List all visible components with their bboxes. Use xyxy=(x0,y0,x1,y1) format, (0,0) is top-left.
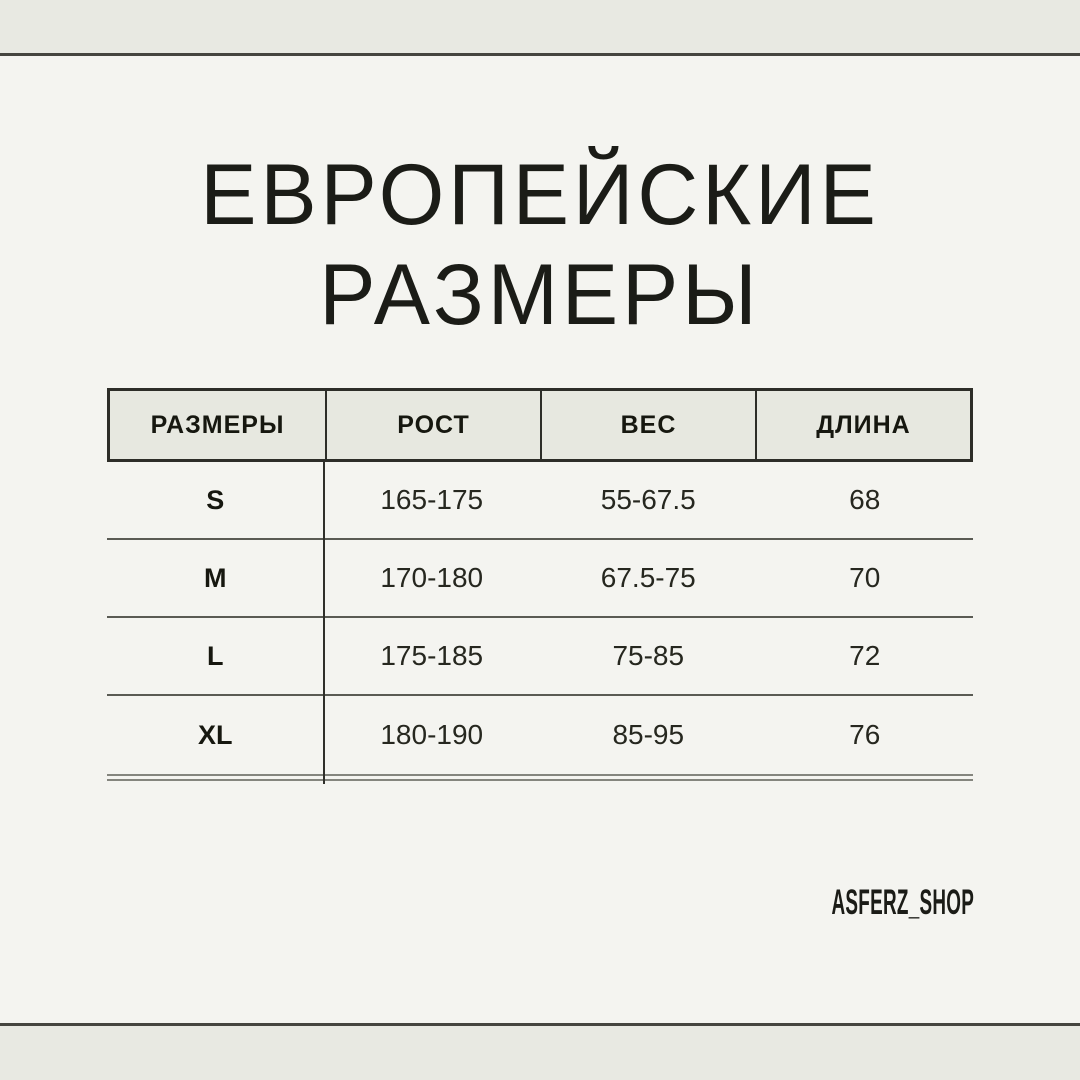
size-label: XL xyxy=(197,719,233,750)
length-value: 76 xyxy=(849,719,881,750)
height-value: 165-175 xyxy=(380,484,484,515)
size-table: РАЗМЕРЫ РОСТ ВЕС ДЛИНА S 165-175 55-67.5… xyxy=(107,388,973,784)
height-value: 175-185 xyxy=(380,640,484,671)
table-bottom-double-rule xyxy=(107,774,973,781)
top-band xyxy=(0,0,1080,56)
page-title-line-1: ЕВРОПЕЙСКИЕ xyxy=(200,147,880,243)
column-header-length: ДЛИНА xyxy=(755,391,970,459)
length-value: 70 xyxy=(849,562,881,593)
column-header-height: РОСТ xyxy=(325,391,540,459)
length-value: 72 xyxy=(849,640,881,671)
table-row: S 165-175 55-67.5 68 xyxy=(107,462,973,540)
table-row: L 175-185 75-85 72 xyxy=(107,618,973,696)
table-row: M 170-180 67.5-75 70 xyxy=(107,540,973,618)
column-header-weight: ВЕС xyxy=(540,391,755,459)
column-header-sizes: РАЗМЕРЫ xyxy=(150,410,285,439)
bottom-band xyxy=(0,1023,1080,1080)
size-table-header-row: РАЗМЕРЫ РОСТ ВЕС ДЛИНА xyxy=(107,388,973,462)
size-label: L xyxy=(207,640,224,671)
weight-value: 55-67.5 xyxy=(600,484,696,515)
weight-value: 75-85 xyxy=(612,640,685,671)
brand-handle: ASFERZ_SHOP xyxy=(831,883,974,922)
height-value: 170-180 xyxy=(380,562,484,593)
size-label: S xyxy=(206,484,225,515)
length-value: 68 xyxy=(849,484,881,515)
weight-value: 67.5-75 xyxy=(600,562,696,593)
page-title-line-2: РАЗМЕРЫ xyxy=(319,247,761,343)
first-column-divider-line xyxy=(323,462,325,784)
weight-value: 85-95 xyxy=(612,719,685,750)
size-label: M xyxy=(204,562,227,593)
page-title: ЕВРОПЕЙСКИЕ РАЗМЕРЫ xyxy=(11,145,1069,345)
table-row: XL 180-190 85-95 76 xyxy=(107,696,973,774)
height-value: 180-190 xyxy=(380,719,484,750)
